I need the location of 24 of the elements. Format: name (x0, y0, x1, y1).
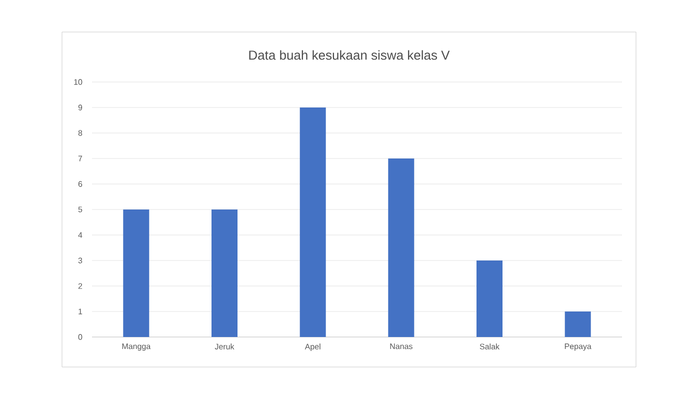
bar (388, 158, 414, 337)
bar (476, 260, 503, 337)
bar (123, 210, 150, 337)
x-tick-label: Pepaya (564, 344, 592, 351)
x-tick-label: Apel (304, 344, 320, 351)
bar (300, 107, 326, 337)
chart-title: Data buah kesukaan siswa kelas V (249, 50, 450, 60)
y-tick-label: 9 (78, 104, 82, 110)
x-tick-label: Salak (480, 344, 500, 350)
y-tick-label: 5 (78, 206, 82, 212)
y-tick-label: 0 (78, 334, 82, 340)
y-tick-label: 2 (78, 283, 82, 289)
bar (212, 210, 238, 337)
x-tick-label: Mangga (122, 344, 151, 351)
x-tick-label: Jeruk (214, 344, 234, 350)
y-tick-label: 4 (78, 232, 82, 238)
y-tick-label: 10 (74, 79, 82, 85)
y-tick-label: 8 (78, 130, 82, 136)
x-tick-label: Nanas (390, 344, 412, 350)
y-tick-label: 7 (78, 156, 82, 162)
y-tick-label: 3 (78, 258, 82, 264)
y-tick-label: 1 (78, 308, 82, 314)
bar (564, 312, 591, 337)
y-tick-label: 6 (78, 181, 82, 187)
